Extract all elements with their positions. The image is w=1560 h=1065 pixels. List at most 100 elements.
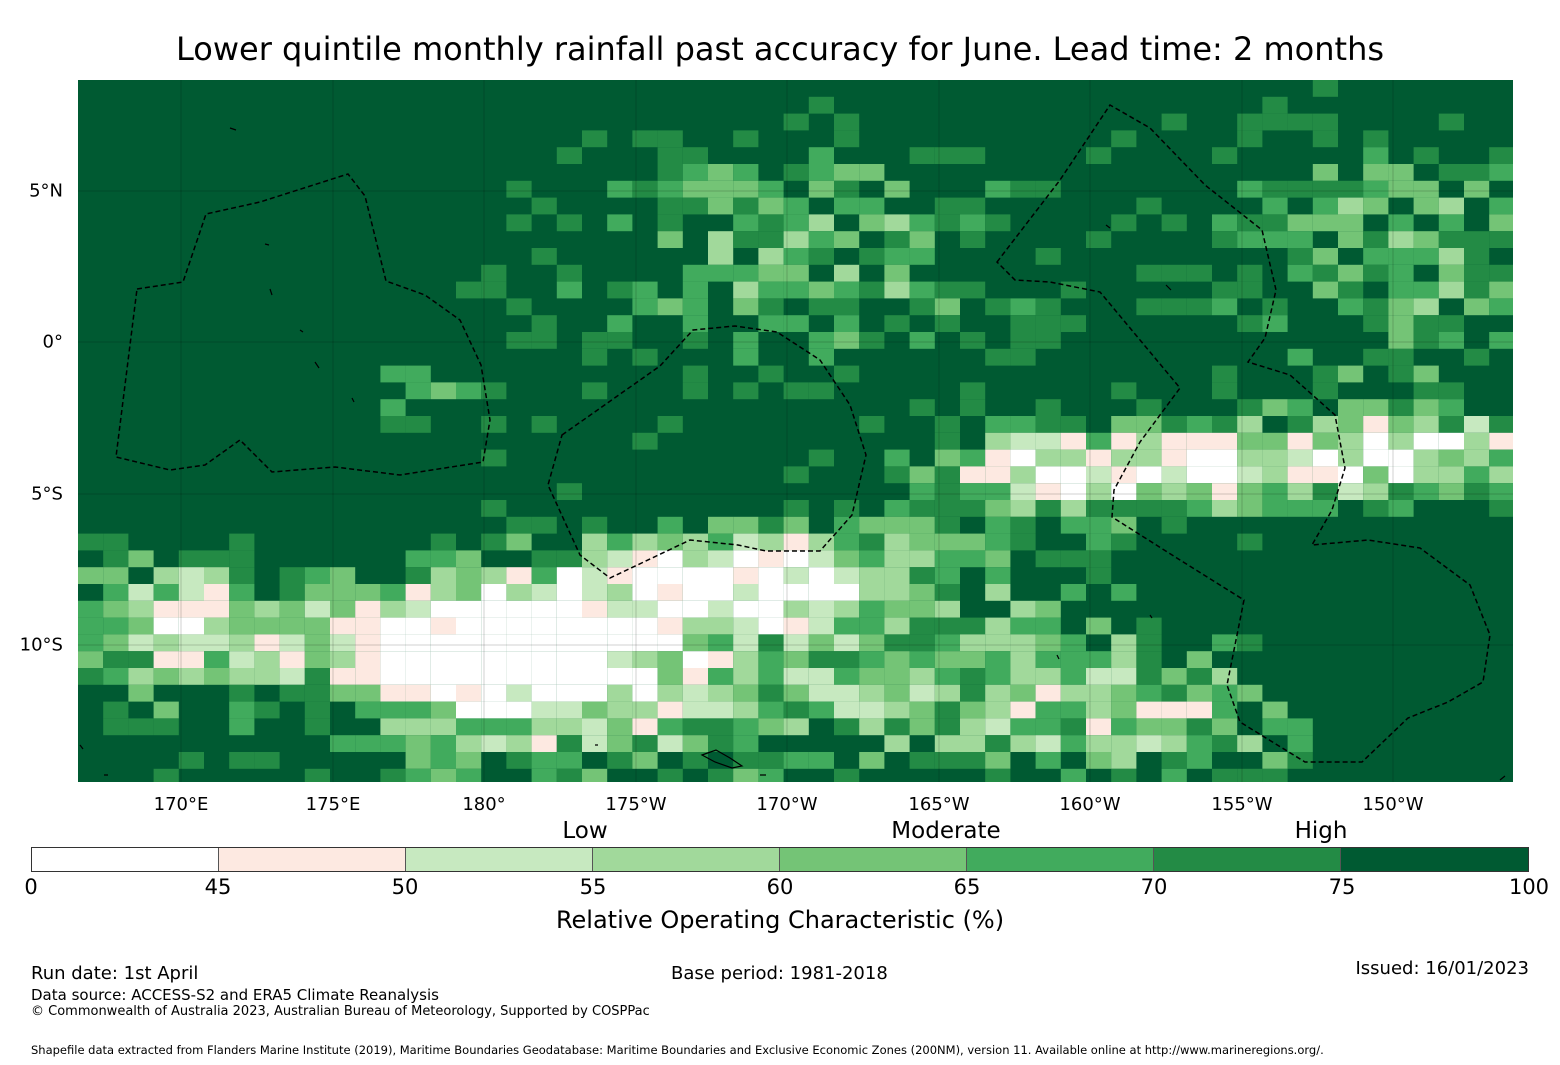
grid-cell xyxy=(708,651,734,668)
grid-cell xyxy=(682,264,708,282)
grid-cell xyxy=(279,651,305,668)
grid-cell xyxy=(1212,483,1238,500)
grid-cell xyxy=(1111,416,1137,433)
grid-cell xyxy=(632,298,658,316)
grid-cell xyxy=(960,214,986,232)
colorbar-tick: 45 xyxy=(204,875,232,899)
grid-cell xyxy=(1262,500,1288,517)
grid-cell xyxy=(1161,735,1187,752)
grid-cell xyxy=(1035,466,1061,484)
grid-cell xyxy=(229,718,255,736)
grid-cell xyxy=(682,567,708,584)
grid-cell xyxy=(1413,298,1439,316)
grid-cell xyxy=(1237,231,1263,248)
grid-cell xyxy=(1262,96,1288,114)
grid-cell xyxy=(808,567,834,584)
grid-cell xyxy=(481,617,507,635)
grid-cell xyxy=(1060,735,1086,752)
grid-cell xyxy=(682,584,708,601)
grid-cell xyxy=(934,281,960,299)
grid-cell xyxy=(934,651,960,668)
grid-cell xyxy=(582,735,608,752)
grid-cell xyxy=(783,533,809,551)
grid-cell xyxy=(1237,281,1263,299)
grid-cell xyxy=(733,197,759,215)
grid-cell xyxy=(884,449,910,467)
grid-cell xyxy=(1035,718,1061,736)
grid-cell xyxy=(607,634,633,652)
grid-cell xyxy=(456,281,482,299)
grid-cell xyxy=(909,584,935,601)
grid-cell xyxy=(1338,281,1364,299)
grid-cell xyxy=(556,752,582,769)
grid-cell xyxy=(1161,500,1187,517)
grid-cell xyxy=(682,684,708,702)
grid-cell xyxy=(1237,399,1263,416)
grid-cell xyxy=(1388,214,1414,232)
grid-cell xyxy=(682,281,708,299)
grid-cell xyxy=(884,600,910,618)
grid-cell xyxy=(405,668,431,685)
grid-cell xyxy=(1111,752,1137,769)
grid-cell xyxy=(1312,130,1338,148)
grid-cell xyxy=(909,634,935,652)
grid-cell xyxy=(682,651,708,668)
grid-cell xyxy=(1086,752,1112,769)
grid-cell xyxy=(934,735,960,752)
grid-cell xyxy=(1086,147,1112,164)
grid-cell xyxy=(1338,466,1364,484)
grid-cell xyxy=(1035,399,1061,416)
grid-cell xyxy=(1312,80,1338,97)
grid-cell xyxy=(1312,432,1338,450)
grid-cell xyxy=(1111,634,1137,652)
grid-cell xyxy=(1237,264,1263,282)
copyright: © Commonwealth of Australia 2023, Austra… xyxy=(31,1004,650,1019)
grid-cell xyxy=(708,264,734,282)
grid-cell xyxy=(1212,231,1238,248)
grid-cell xyxy=(1237,130,1263,148)
grid-cell xyxy=(985,416,1011,433)
grid-cell xyxy=(355,651,381,668)
grid-cell xyxy=(1312,248,1338,265)
grid-cell xyxy=(254,600,280,618)
grid-cell xyxy=(607,180,633,198)
colorbar-bin xyxy=(406,848,593,871)
grid-cell xyxy=(78,668,104,685)
grid-cell xyxy=(506,533,532,551)
grid-cell xyxy=(1111,214,1137,232)
grid-cell xyxy=(1010,483,1036,500)
grid-cell xyxy=(934,315,960,332)
grid-cell xyxy=(1312,483,1338,500)
grid-cell xyxy=(304,567,330,584)
grid-cell xyxy=(229,701,255,719)
grid-cell xyxy=(758,752,784,769)
grid-cell xyxy=(808,668,834,685)
grid-cell xyxy=(330,600,356,618)
grid-cell xyxy=(355,617,381,635)
grid-cell xyxy=(834,634,860,652)
grid-cell xyxy=(103,584,129,601)
grid-cell xyxy=(582,382,608,400)
grid-cell xyxy=(682,197,708,215)
grid-cell xyxy=(1136,684,1162,702)
grid-cell xyxy=(733,516,759,534)
grid-cell xyxy=(153,617,179,635)
grid-cell xyxy=(531,197,557,215)
grid-cell xyxy=(582,651,608,668)
grid-cell xyxy=(1060,500,1086,517)
grid-cell xyxy=(1237,214,1263,232)
grid-cell xyxy=(304,617,330,635)
grid-cell xyxy=(783,668,809,685)
grid-cell xyxy=(934,550,960,568)
grid-cell xyxy=(481,735,507,752)
colorbar-tick: 75 xyxy=(1328,875,1356,899)
grid-cell xyxy=(607,281,633,299)
grid-cell xyxy=(1287,500,1313,517)
grid-cell xyxy=(582,533,608,551)
grid-cell xyxy=(355,600,381,618)
grid-cell xyxy=(1438,214,1464,232)
grid-cell xyxy=(1035,752,1061,769)
grid-cell xyxy=(708,584,734,601)
grid-cell xyxy=(380,735,406,752)
grid-cell xyxy=(1136,634,1162,652)
